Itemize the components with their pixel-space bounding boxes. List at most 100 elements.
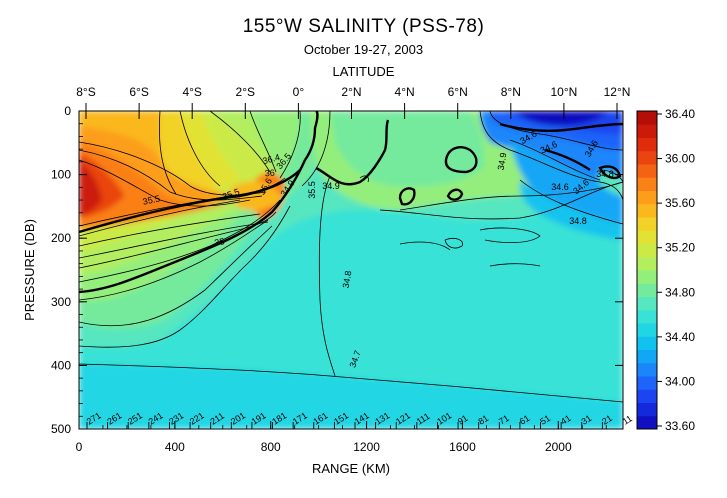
colorbar-swatch (637, 217, 657, 231)
contour-line (209, 111, 271, 173)
contour-line (489, 263, 541, 267)
colorbar-swatch (637, 203, 657, 218)
contour-line (318, 175, 336, 377)
contour-line (179, 111, 221, 187)
y-tick-label: 500 (51, 422, 71, 436)
contour-line (79, 221, 269, 259)
station-label: 21 (600, 413, 614, 427)
colorbar-swatch (637, 415, 657, 430)
y-tick-label: 0 (64, 104, 71, 118)
colorbar-tick-label: 33.60 (665, 419, 695, 433)
contour-label: 35 (214, 236, 226, 248)
x-tick-label: 1600 (449, 440, 476, 454)
station-label: 71 (497, 413, 511, 427)
contour-line (479, 227, 541, 244)
top-tick-label: 0° (293, 85, 305, 99)
chart-subtitle: October 19-27, 2003 (303, 42, 424, 57)
contour-line (79, 219, 269, 301)
contour-label: 35.5 (307, 181, 317, 199)
contour-line (599, 169, 623, 183)
contour-line (79, 213, 261, 247)
contour-label: 34.6 (551, 182, 569, 192)
colorbar-swatch (637, 190, 657, 205)
contour-line (79, 149, 263, 201)
colorbar-swatch (637, 323, 657, 337)
contour-line (519, 179, 623, 225)
contour-label: 36.4 (261, 152, 281, 166)
top-tick-label: 12°N (604, 85, 631, 99)
salinity-region (510, 140, 623, 232)
top-tick-label: 6°N (448, 85, 468, 99)
station-label: 91 (456, 413, 470, 427)
contour-line-bold (398, 187, 416, 206)
y-tick-label: 100 (51, 168, 71, 182)
colorbar-tick-label: 35.60 (665, 196, 695, 210)
contour-line (399, 181, 623, 211)
contour-line-bold (315, 119, 390, 186)
contour-label: 34.8 (596, 169, 614, 179)
contour-line (444, 238, 463, 249)
x-tick-label: 800 (261, 440, 281, 454)
contour-label: 34.9 (496, 152, 509, 171)
colorbar-swatch (637, 111, 657, 125)
contour-line (79, 211, 277, 269)
contour-line-bold (446, 188, 464, 201)
top-tick-label: 8°N (501, 85, 521, 99)
x-tick-label: 0 (76, 440, 83, 454)
colorbar-frame (636, 110, 658, 430)
contour-line-bold (79, 159, 307, 294)
colorbar-swatch (637, 336, 657, 350)
colorbar-swatch (637, 362, 657, 377)
colorbar-swatch (637, 164, 657, 178)
contour-label: 34.8 (341, 270, 354, 289)
colorbar-tick-label: 34.80 (665, 285, 695, 299)
contour-line (79, 159, 251, 207)
top-tick-label: 6°S (129, 85, 148, 99)
salinity-region (515, 111, 610, 126)
contour-line (379, 181, 623, 220)
colorbar-swatch (637, 389, 657, 403)
colorbar: 36.40 36.00 35.60 35.20 34.80 34.40 34.00 33.60 (636, 107, 695, 433)
station-label: 61 (518, 413, 532, 427)
colorbar-tick-label: 35.20 (665, 241, 695, 255)
station-label: 41 (559, 413, 573, 427)
colorbar-swatch (637, 256, 657, 271)
colorbar-swatch (637, 270, 657, 284)
contour-line (79, 199, 241, 237)
chart-title: 155°W SALINITY (PSS-78) (242, 16, 485, 37)
y-tick-label: 400 (51, 358, 71, 372)
colorbar-swatch (637, 230, 657, 244)
contour-label: 36 (264, 168, 275, 179)
colorbar-swatch (637, 402, 657, 417)
top-tick-label: 2°S (236, 85, 255, 99)
top-tick-label: 10°N (550, 85, 577, 99)
colorbar-swatch (637, 137, 657, 152)
top-tick-label: 4°N (395, 85, 415, 99)
y-tick-label: 300 (51, 295, 71, 309)
colorbar-swatch (637, 376, 657, 390)
contour-line (79, 205, 291, 348)
contour-line-bold (79, 169, 301, 234)
colorbar-swatch (637, 296, 657, 311)
contour-line (489, 111, 623, 151)
y-tick-label: 200 (51, 231, 71, 245)
colorbar-tick-label: 36.00 (665, 152, 695, 166)
top-tick-label: 4°S (182, 85, 201, 99)
x-tick-label: 400 (165, 440, 185, 454)
contour-line (158, 111, 177, 195)
colorbar-swatch (637, 150, 657, 165)
salinity-region (79, 160, 102, 216)
contour-line (509, 139, 601, 181)
contour-line (79, 199, 281, 283)
contour-line (249, 111, 277, 173)
x-tick-label: 2000 (545, 440, 572, 454)
contour-line-bold (544, 148, 591, 171)
contour-label: 35.5 (142, 193, 161, 206)
station-label: 81 (476, 413, 490, 427)
contour-line (279, 111, 301, 179)
salinity-region (519, 180, 623, 240)
contour-line-bold (499, 122, 623, 132)
